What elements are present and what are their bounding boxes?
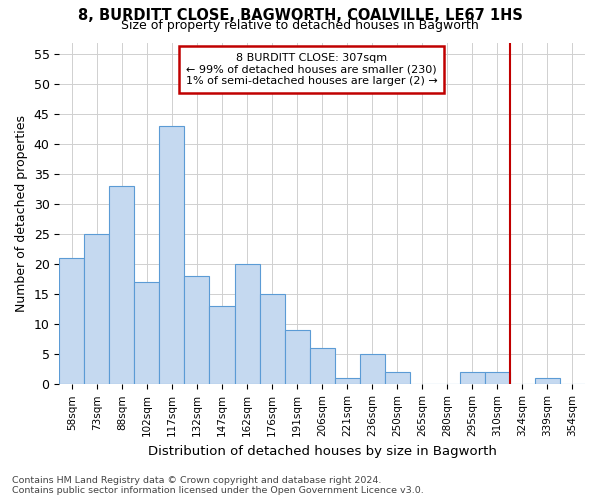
Bar <box>385 372 410 384</box>
Bar <box>260 294 284 384</box>
Bar <box>460 372 485 384</box>
Bar <box>160 126 184 384</box>
Text: Contains HM Land Registry data © Crown copyright and database right 2024.
Contai: Contains HM Land Registry data © Crown c… <box>12 476 424 495</box>
Bar <box>335 378 359 384</box>
Text: Size of property relative to detached houses in Bagworth: Size of property relative to detached ho… <box>121 18 479 32</box>
Y-axis label: Number of detached properties: Number of detached properties <box>15 115 28 312</box>
Bar <box>184 276 209 384</box>
Bar <box>59 258 85 384</box>
Bar <box>359 354 385 384</box>
Bar <box>485 372 510 384</box>
Bar <box>134 282 160 384</box>
Text: 8 BURDITT CLOSE: 307sqm
← 99% of detached houses are smaller (230)
1% of semi-de: 8 BURDITT CLOSE: 307sqm ← 99% of detache… <box>186 53 437 86</box>
Bar <box>310 348 335 384</box>
Bar <box>284 330 310 384</box>
Bar <box>209 306 235 384</box>
Text: 8, BURDITT CLOSE, BAGWORTH, COALVILLE, LE67 1HS: 8, BURDITT CLOSE, BAGWORTH, COALVILLE, L… <box>77 8 523 22</box>
Bar <box>235 264 260 384</box>
Bar <box>109 186 134 384</box>
X-axis label: Distribution of detached houses by size in Bagworth: Distribution of detached houses by size … <box>148 444 497 458</box>
Bar <box>535 378 560 384</box>
Bar <box>85 234 109 384</box>
